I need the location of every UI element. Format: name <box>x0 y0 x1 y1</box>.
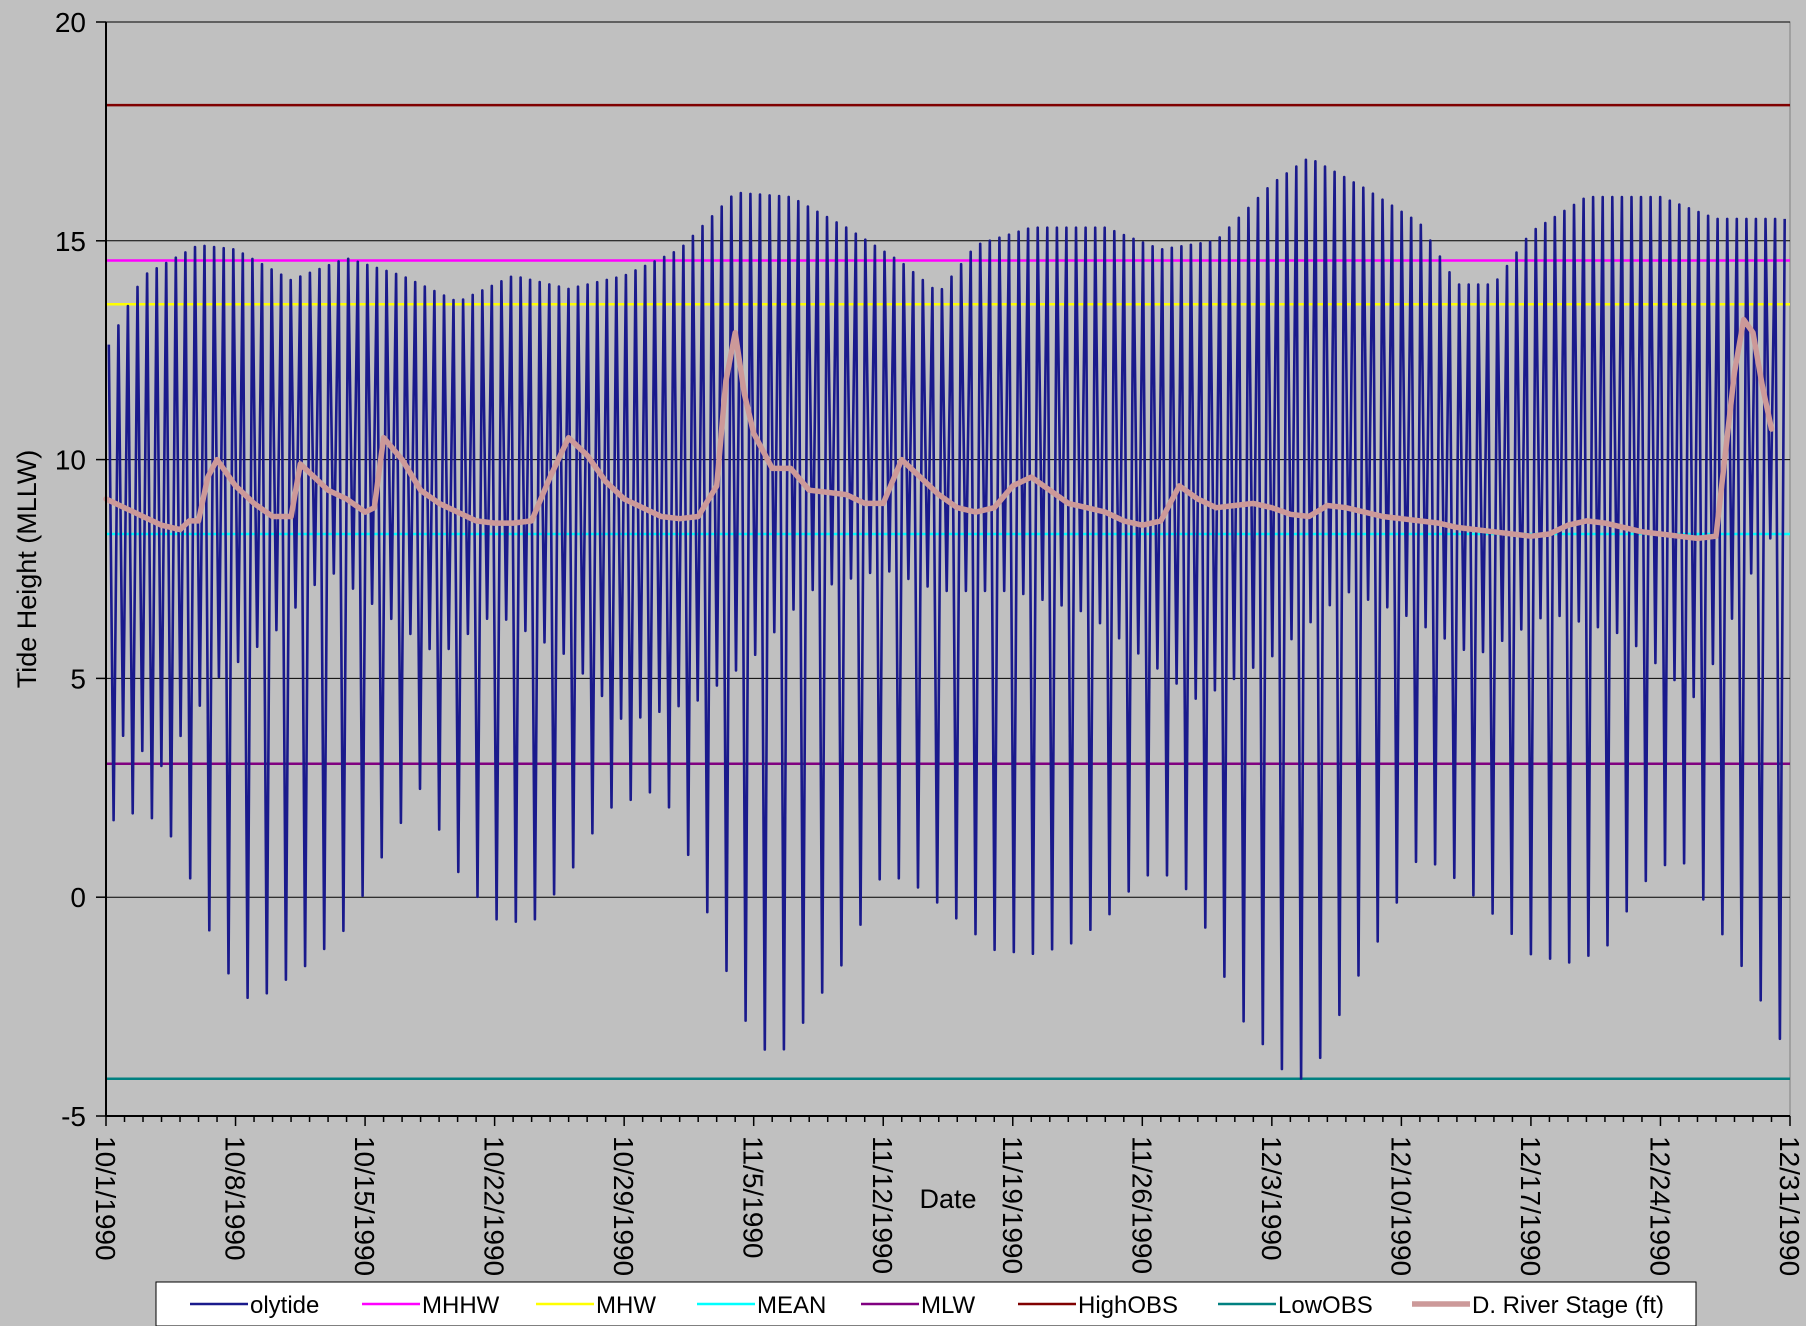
x-tick-label: 12/17/1990 <box>1515 1136 1546 1276</box>
y-tick-label: 20 <box>55 7 86 38</box>
y-tick-label: -5 <box>61 1101 86 1132</box>
x-tick-label: 10/29/1990 <box>608 1136 639 1276</box>
y-axis-title: Tide Height (MLLW) <box>12 450 42 689</box>
x-tick-label: 12/24/1990 <box>1644 1136 1675 1276</box>
x-tick-label: 11/12/1990 <box>867 1136 898 1274</box>
series-lines <box>103 158 1786 1080</box>
legend-label: MEAN <box>757 1292 826 1319</box>
x-tick-label: 11/26/1990 <box>1126 1136 1157 1274</box>
legend: olytide MHHW MHW MEAN MLW HighOBS LowOBS D. Riv… <box>155 1281 1697 1326</box>
x-tick-label: 10/8/1990 <box>220 1136 251 1261</box>
legend-label: MHHW <box>422 1292 500 1319</box>
y-tick-label: 5 <box>70 663 86 694</box>
legend-label: olytide <box>250 1292 319 1319</box>
legend-label: HighOBS <box>1078 1292 1178 1319</box>
x-tick-label: 12/10/1990 <box>1385 1136 1416 1276</box>
x-tick-label: 10/15/1990 <box>349 1136 380 1276</box>
x-axis-title: Date <box>919 1184 976 1214</box>
series-olytide <box>107 158 1786 1080</box>
legend-label: MHW <box>596 1292 656 1319</box>
legend-label: MLW <box>921 1292 976 1319</box>
axes <box>105 22 1791 1126</box>
y-tick-label: 15 <box>55 226 86 257</box>
x-tick-label: 10/22/1990 <box>479 1136 510 1276</box>
legend-label: LowOBS <box>1278 1292 1373 1319</box>
series-d-river-stage <box>103 316 1775 542</box>
x-tick-label: 12/31/1990 <box>1774 1136 1805 1276</box>
x-tick-label: 11/5/1990 <box>738 1136 769 1259</box>
x-tick-label: 12/3/1990 <box>1256 1136 1287 1261</box>
y-tick-label: 0 <box>70 882 86 913</box>
y-tick-label: 10 <box>55 445 86 476</box>
x-tick-label: 10/1/1990 <box>90 1136 121 1261</box>
legend-label: D. River Stage (ft) <box>1472 1292 1664 1319</box>
x-tick-label: 11/19/1990 <box>997 1136 1028 1274</box>
tick-labels: -5 0 5 10 15 20 10/1/1990 10/8/1990 10/15/1990 10… <box>55 7 1805 1276</box>
